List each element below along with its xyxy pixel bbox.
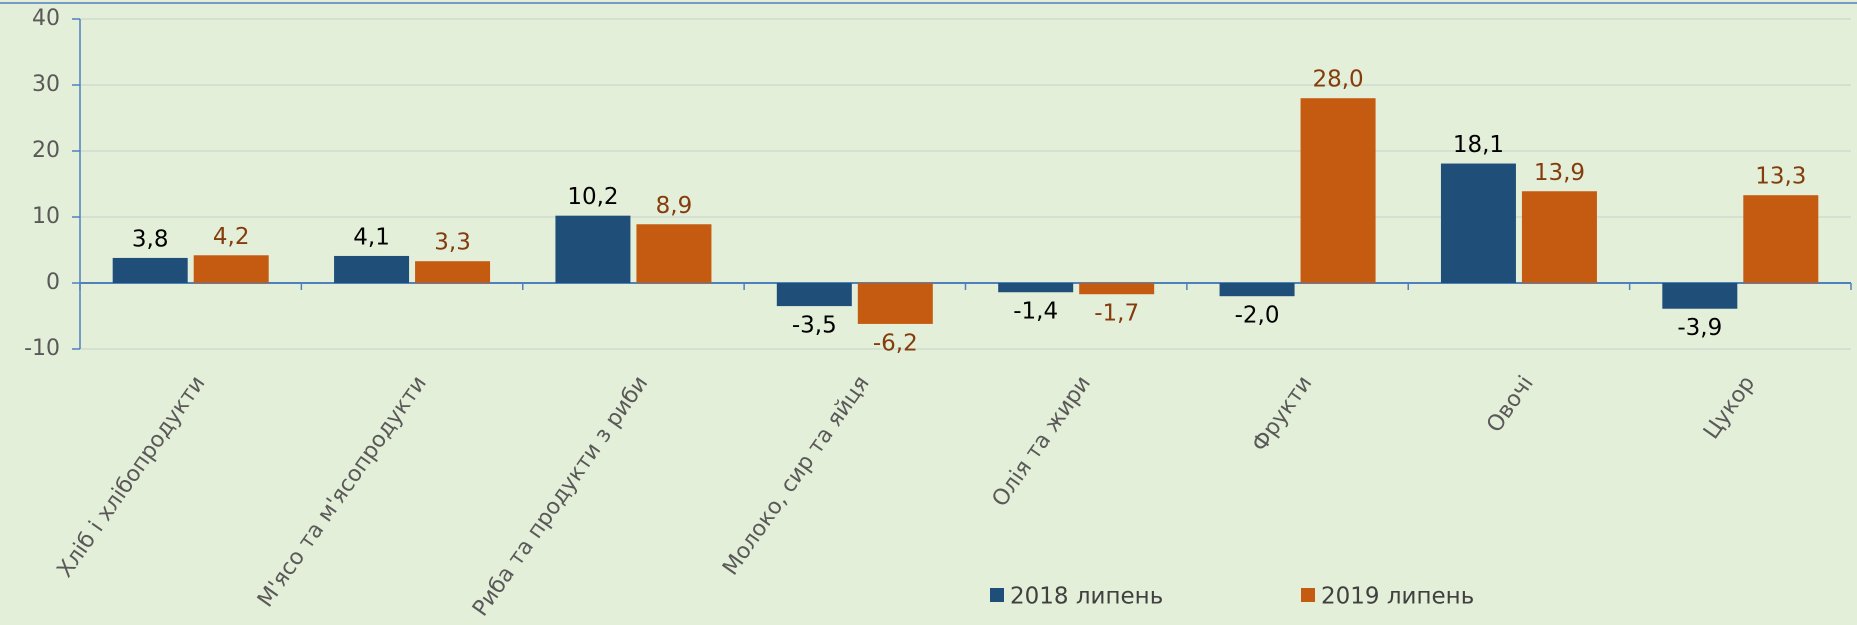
data-label: -1,7 <box>1094 301 1139 327</box>
bar <box>334 255 410 283</box>
bar <box>857 283 933 324</box>
data-label: -2,0 <box>1235 303 1280 329</box>
bar <box>636 224 712 283</box>
data-label: -1,4 <box>1013 299 1058 325</box>
bar <box>998 283 1074 293</box>
legend-swatch <box>1301 588 1315 602</box>
data-label: 10,2 <box>567 184 618 210</box>
y-tick-label: 10 <box>32 204 60 229</box>
legend-label: 2019 липень <box>1321 584 1474 610</box>
y-tick-label: 30 <box>32 72 60 97</box>
data-label: 4,2 <box>213 224 250 250</box>
bar <box>1440 163 1516 283</box>
bar <box>1219 283 1295 297</box>
bar <box>415 261 491 283</box>
y-tick-label: 40 <box>32 6 60 31</box>
legend-swatch <box>990 588 1004 602</box>
bar <box>112 257 188 283</box>
bar <box>555 215 631 283</box>
y-tick-label: -10 <box>24 336 60 361</box>
bar <box>1300 98 1376 283</box>
bar <box>1743 195 1819 283</box>
data-label: -3,9 <box>1677 315 1722 341</box>
data-label: 28,0 <box>1312 67 1363 93</box>
data-label: 13,3 <box>1755 164 1806 190</box>
bar <box>1521 191 1597 283</box>
bar <box>1662 283 1738 309</box>
bar <box>193 255 269 283</box>
data-label: 4,1 <box>353 224 390 250</box>
bar <box>1079 283 1155 295</box>
legend-label: 2018 липень <box>1010 584 1163 610</box>
y-tick-label: 20 <box>32 138 60 163</box>
bar <box>776 283 852 307</box>
y-tick-label: 0 <box>46 270 60 295</box>
data-label: 8,9 <box>656 193 693 219</box>
data-label: 13,9 <box>1534 160 1585 186</box>
data-label: 3,8 <box>132 226 169 252</box>
data-label: -6,2 <box>873 330 918 356</box>
data-label: -3,5 <box>792 313 837 339</box>
data-label: 3,3 <box>434 230 471 256</box>
data-label: 18,1 <box>1453 132 1504 158</box>
